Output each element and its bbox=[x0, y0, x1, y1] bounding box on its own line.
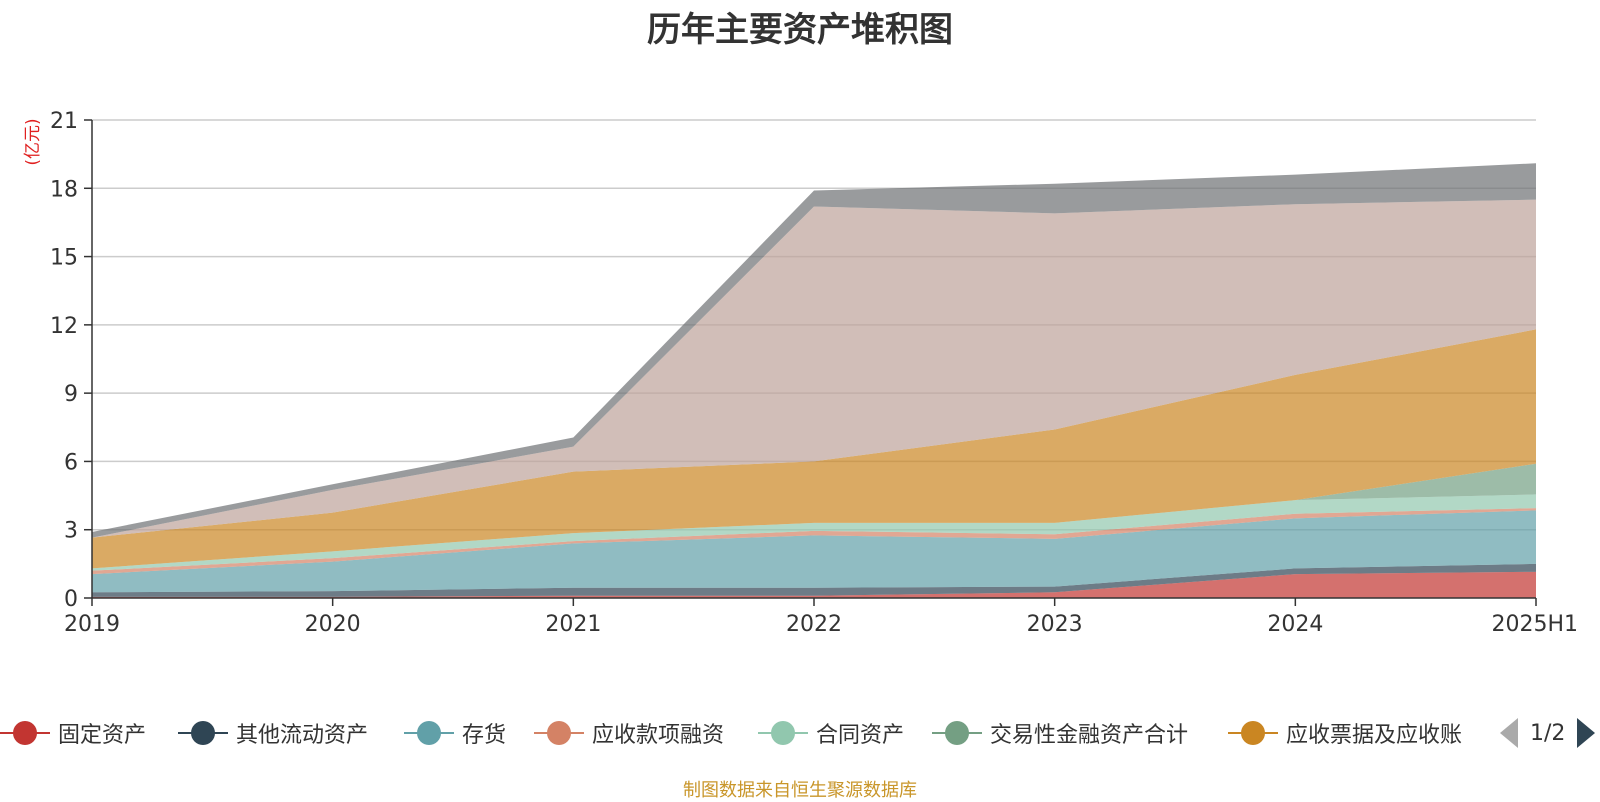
legend-prev-page-icon[interactable] bbox=[1500, 718, 1518, 748]
y-tick-label: 0 bbox=[64, 587, 78, 612]
legend-label: 固定资产 bbox=[58, 723, 147, 748]
y-tick-label: 3 bbox=[64, 519, 78, 544]
legend-item[interactable]: 存货 bbox=[404, 713, 506, 753]
area-series-2[interactable] bbox=[92, 510, 1536, 593]
area-series-layer bbox=[92, 163, 1536, 598]
legend-pager: 1/2 bbox=[1500, 713, 1596, 753]
area-chart: 0 3 6 9 12 15 18 21 2019 2020 2021 2022 2023 2024 2025… bbox=[23, 109, 1578, 637]
legend-item[interactable]: 其他流动资产 bbox=[178, 713, 368, 753]
x-tick-label: 2019 bbox=[64, 612, 120, 637]
axes: 0 3 6 9 12 15 18 21 2019 2020 2021 2022 2023 2024 2025… bbox=[50, 109, 1578, 637]
legend-next-page-icon[interactable] bbox=[1577, 718, 1596, 748]
chart-title: 历年主要资产堆积图 bbox=[647, 10, 953, 50]
area-series-6[interactable] bbox=[92, 329, 1536, 569]
legend-marker-icon bbox=[404, 713, 454, 753]
x-tick-label: 2020 bbox=[305, 612, 361, 637]
y-tick-label: 9 bbox=[64, 382, 78, 407]
area-series-3[interactable] bbox=[92, 508, 1536, 575]
legend-marker-icon bbox=[932, 713, 982, 753]
legend-page-indicator: 1/2 bbox=[1530, 720, 1566, 746]
legend: 固定资产 其他流动资产 存货 应收款项融资 合同资产 交易性金融资产合计 应收票据及应收账 bbox=[0, 713, 1600, 753]
x-tick-label: 2022 bbox=[786, 612, 842, 637]
legend-label: 其他流动资产 bbox=[236, 723, 369, 748]
area-series-7[interactable] bbox=[92, 199, 1536, 538]
x-tick-label: 2021 bbox=[545, 612, 601, 637]
x-tick-label: 2023 bbox=[1027, 612, 1083, 637]
legend-marker-icon bbox=[178, 713, 228, 753]
x-tick-label: 2025H1 bbox=[1491, 612, 1578, 637]
legend-marker-icon bbox=[534, 713, 584, 753]
area-series-8[interactable] bbox=[92, 163, 1536, 538]
legend-marker-icon bbox=[0, 713, 50, 753]
legend-label: 合同资产 bbox=[816, 723, 905, 748]
legend-marker-icon bbox=[758, 713, 808, 753]
legend-item[interactable]: 应收款项融资 bbox=[534, 713, 724, 753]
y-tick-label: 6 bbox=[64, 450, 78, 475]
legend-label: 交易性金融资产合计 bbox=[990, 723, 1189, 748]
legend-item[interactable]: 交易性金融资产合计 bbox=[932, 713, 1188, 753]
y-tick-label: 15 bbox=[50, 246, 78, 271]
data-source-note: 制图数据来自恒生聚源数据库 bbox=[683, 780, 917, 801]
y-tick-label: 21 bbox=[50, 109, 78, 134]
legend-label: 存货 bbox=[462, 723, 507, 748]
legend-marker-icon bbox=[1228, 713, 1278, 753]
y-tick-label: 12 bbox=[50, 314, 78, 339]
x-tick-label: 2024 bbox=[1267, 612, 1323, 637]
area-series-4[interactable] bbox=[92, 494, 1536, 571]
legend-label: 应收票据及应收账 bbox=[1286, 723, 1463, 748]
area-series-0[interactable] bbox=[92, 571, 1536, 598]
y-tick-label: 18 bbox=[50, 177, 78, 202]
legend-item[interactable]: 固定资产 bbox=[0, 713, 146, 753]
legend-item[interactable]: 合同资产 bbox=[758, 713, 904, 753]
area-series-1[interactable] bbox=[92, 563, 1536, 597]
legend-item[interactable]: 应收票据及应收账 bbox=[1228, 713, 1462, 753]
legend-label: 应收款项融资 bbox=[592, 723, 725, 748]
y-axis-unit-label: (亿元) bbox=[23, 118, 43, 165]
